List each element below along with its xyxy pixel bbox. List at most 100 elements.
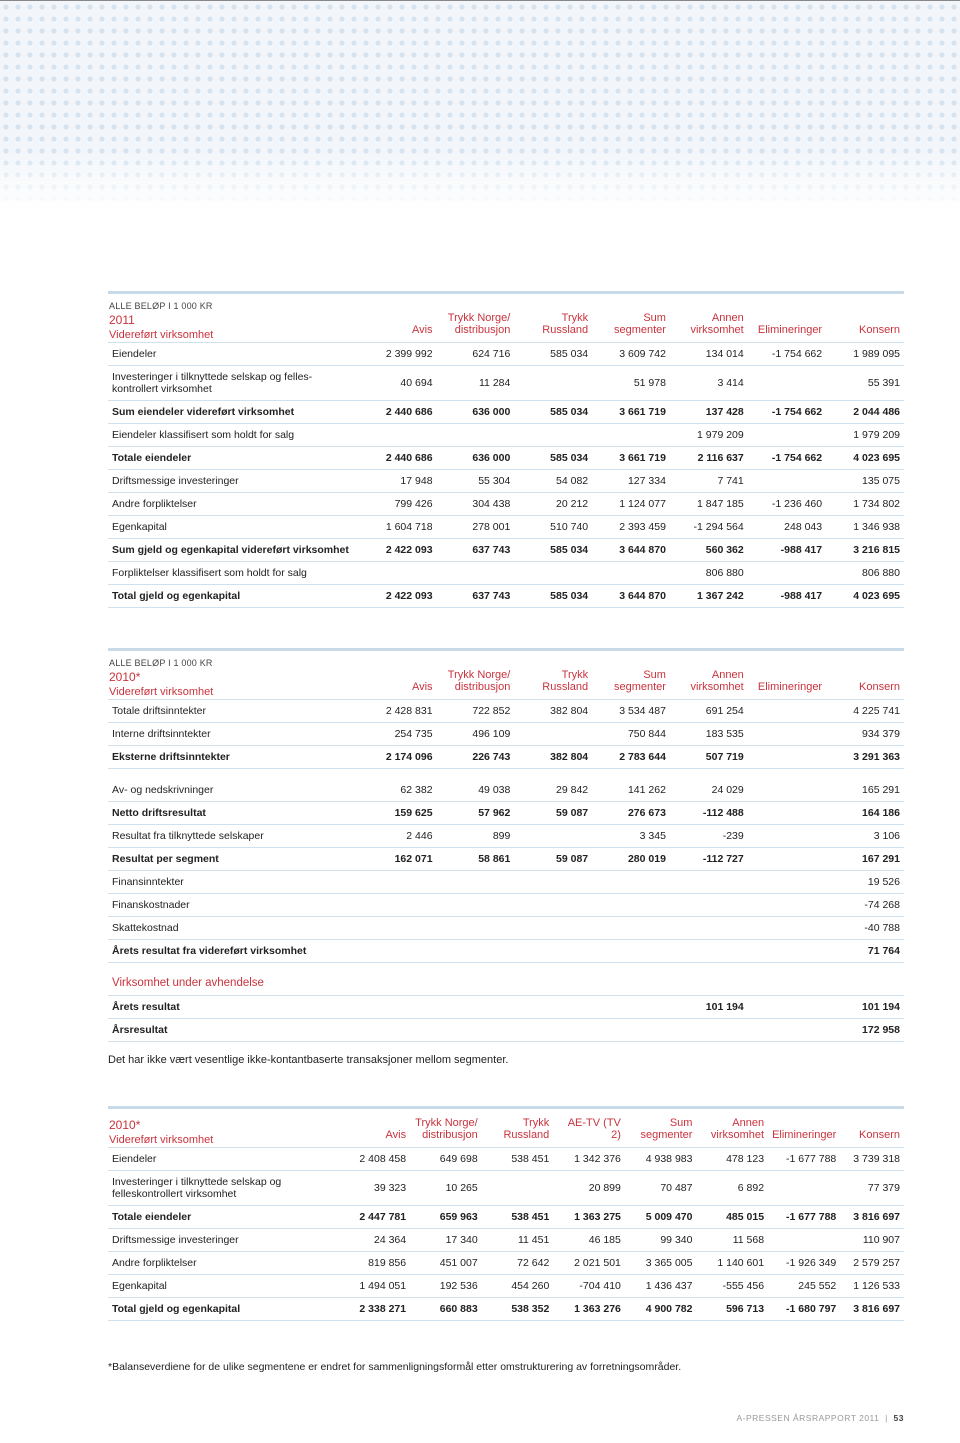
cell: 77 379 (840, 1171, 904, 1206)
cell (514, 723, 592, 746)
cell (437, 1019, 515, 1042)
cell: 59 087 (514, 848, 592, 871)
cell: 20 212 (514, 493, 592, 516)
row-label: Årets resultat fra videreført virksomhet (108, 940, 359, 963)
column-header-line1: Trykk Norge/ (448, 669, 511, 681)
column-header-line1: Trykk Norge/ (415, 1117, 478, 1129)
cell: 1 847 185 (670, 493, 748, 516)
cell (437, 871, 515, 894)
table-row: Av- og nedskrivninger62 38249 03829 8421… (108, 779, 904, 802)
cell: 2 338 271 (339, 1298, 411, 1321)
cell: -112 727 (670, 848, 748, 871)
cell: 24 364 (339, 1229, 411, 1252)
cell: 1 979 209 (826, 424, 904, 447)
column-header-line2: Elimineringer (752, 681, 822, 693)
cell (748, 779, 826, 802)
cell: 3 365 005 (625, 1252, 697, 1275)
cell (748, 1019, 826, 1042)
table-note: Det har ikke vært vesentlige ikke-kontan… (108, 1054, 904, 1066)
cell (592, 1019, 670, 1042)
row-label: Sum gjeld og egenkapital videreført virk… (108, 539, 359, 562)
cell: 1 363 275 (553, 1206, 625, 1229)
column-header-line1: Annen (712, 669, 744, 681)
cell: 1 126 533 (840, 1275, 904, 1298)
row-label: Investeringer i tilknyttede selskap og f… (108, 1171, 339, 1206)
cell: 1 363 276 (553, 1298, 625, 1321)
row-label: Eiendeler (108, 343, 359, 366)
cell (514, 996, 592, 1019)
cell (359, 1019, 437, 1042)
table-row: Finanskostnader-74 268 (108, 894, 904, 917)
cell (592, 424, 670, 447)
column-header-line2: Russland (518, 324, 588, 336)
cell: 57 962 (437, 802, 515, 825)
cell: 58 861 (437, 848, 515, 871)
cell: 127 334 (592, 470, 670, 493)
cell: -112 488 (670, 802, 748, 825)
cell: 659 963 (410, 1206, 482, 1229)
column-header-line2: virksomhet (700, 1129, 764, 1141)
cell: 660 883 (410, 1298, 482, 1321)
cell (592, 917, 670, 940)
cell: 20 899 (553, 1171, 625, 1206)
header-year: 2011 (109, 313, 358, 327)
cell: 636 000 (437, 401, 515, 424)
row-label: Eiendeler klassifisert som holdt for sal… (108, 424, 359, 447)
cell: 2 044 486 (826, 401, 904, 424)
column-header-line2: Avis (343, 1129, 407, 1141)
cell (359, 871, 437, 894)
table-block-t2011: ALLE BELØP I 1 000 KR2011Videreført virk… (108, 291, 904, 608)
table-row: Andre forpliktelser819 856451 00772 6422… (108, 1252, 904, 1275)
cell: 2 422 093 (359, 585, 437, 608)
cell: 11 451 (482, 1229, 554, 1252)
cell (748, 470, 826, 493)
table-row: Egenkapital1 604 718278 001510 7402 393 … (108, 516, 904, 539)
table-header-label: ALLE BELØP I 1 000 KR2011Videreført virk… (108, 300, 359, 343)
cell: 451 007 (410, 1252, 482, 1275)
cell: 1 494 051 (339, 1275, 411, 1298)
column-header: Elimineringer (748, 300, 826, 343)
column-header-line2: Elimineringer (752, 324, 822, 336)
table-row: Resultat per segment162 07158 86159 0872… (108, 848, 904, 871)
cell: 254 735 (359, 723, 437, 746)
cell: 382 804 (514, 700, 592, 723)
table-row: Investeringer i tilknyttede selskap og f… (108, 1171, 904, 1206)
column-header-line2: AE-TV (TV 2) (557, 1117, 621, 1141)
cell: 1 734 802 (826, 493, 904, 516)
row-label: Total gjeld og egenkapital (108, 585, 359, 608)
column-header: Avis (359, 300, 437, 343)
cell: 1 979 209 (670, 424, 748, 447)
cell: -988 417 (748, 585, 826, 608)
cell (670, 894, 748, 917)
row-label: Investeringer i tilknyttede selskap og f… (108, 366, 359, 401)
cell: 2 116 637 (670, 447, 748, 470)
cell: 2 422 093 (359, 539, 437, 562)
table-row: Sum eiendeler videreført virksomhet2 440… (108, 401, 904, 424)
cell (748, 802, 826, 825)
cell: 596 713 (696, 1298, 768, 1321)
cell: 899 (437, 825, 515, 848)
table-row: Eiendeler2 408 458649 698538 4511 342 37… (108, 1148, 904, 1171)
cell (514, 424, 592, 447)
footer-page: 53 (894, 1413, 904, 1423)
cell: -1 680 797 (768, 1298, 840, 1321)
row-label: Total gjeld og egenkapital (108, 1298, 339, 1321)
cell: 5 009 470 (625, 1206, 697, 1229)
cell (437, 894, 515, 917)
table-row: Totale driftsinntekter2 428 831722 85238… (108, 700, 904, 723)
cell (748, 917, 826, 940)
table-row: Driftsmessige investeringer24 36417 3401… (108, 1229, 904, 1252)
cell: 3 739 318 (840, 1148, 904, 1171)
cell: 819 856 (339, 1252, 411, 1275)
cell (437, 996, 515, 1019)
row-label: Totale driftsinntekter (108, 700, 359, 723)
column-header-line2: Avis (363, 681, 433, 693)
table-topbar (108, 1106, 904, 1109)
cell: 507 719 (670, 746, 748, 769)
table-block-t2010a: ALLE BELØP I 1 000 KR2010*Videreført vir… (108, 648, 904, 1066)
section-title: Virksomhet under avhendelse (108, 963, 904, 996)
cell: 750 844 (592, 723, 670, 746)
row-label: Andre forpliktelser (108, 493, 359, 516)
cell: 39 323 (339, 1171, 411, 1206)
cell: 24 029 (670, 779, 748, 802)
